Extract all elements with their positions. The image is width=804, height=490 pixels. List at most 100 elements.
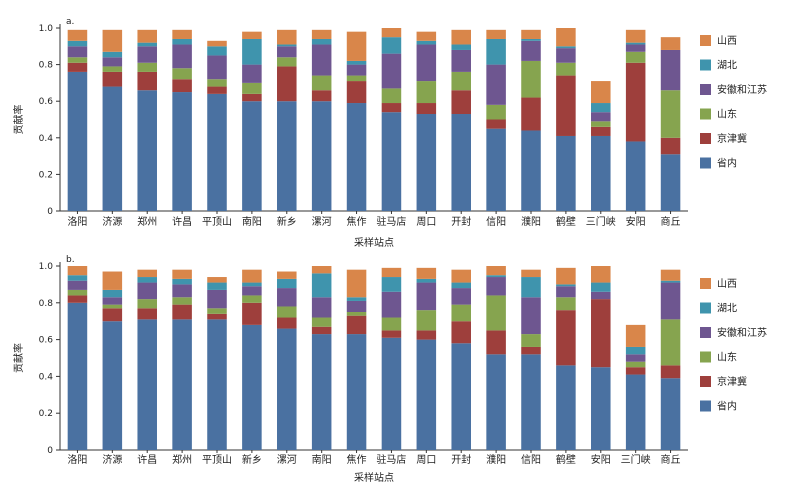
bar-segment [521, 40, 541, 61]
bar-segment [346, 60, 367, 65]
bar-segment [625, 324, 646, 347]
y-tick-label: 0.8 [39, 61, 54, 71]
x-tick-label: 南阳 [242, 215, 262, 228]
bar-segment [137, 62, 157, 72]
legend-label: 安徽和江苏 [717, 83, 767, 96]
legend-label: 京津冀 [717, 132, 747, 145]
bar-segment [416, 310, 437, 331]
bar-segment [591, 103, 611, 113]
legend-label: 山西 [717, 35, 737, 47]
bar-segment [67, 71, 88, 211]
bar-segment [67, 295, 88, 303]
bar-segment [381, 291, 402, 318]
y-tick-label: 0.8 [39, 299, 54, 309]
bar-segment [660, 269, 681, 281]
x-tick-label: 许昌 [137, 454, 157, 466]
bar-segment [137, 282, 157, 300]
bar-segment [346, 300, 367, 312]
bar-segment [242, 295, 262, 303]
bar-segment [172, 68, 192, 80]
x-tick-label: 焦作 [347, 215, 367, 228]
bar-segment [242, 324, 262, 450]
bar-segment [311, 317, 332, 327]
bar-segment [207, 308, 227, 314]
bar-segment [242, 286, 262, 296]
bar-segment [172, 319, 192, 450]
bar-segment [416, 278, 437, 283]
bar-segment [137, 71, 157, 91]
bar-segment [486, 295, 506, 331]
bar-segment [67, 266, 88, 276]
bar-segment [451, 44, 471, 50]
x-tick-label: 新乡 [277, 215, 297, 228]
bar-segment [591, 282, 611, 292]
bar-segment [521, 60, 541, 98]
bar-segment [521, 97, 541, 131]
legend-swatch [700, 35, 711, 46]
bar-segment [591, 299, 611, 368]
legend-swatch [700, 84, 711, 95]
bar-segment [346, 103, 367, 211]
legend-swatch [700, 157, 711, 169]
bar-segment [346, 269, 367, 298]
x-tick-label: 郑州 [172, 453, 192, 466]
legend-label: 湖北 [717, 303, 737, 315]
bar-segment [346, 31, 367, 61]
bar-segment [242, 31, 262, 39]
y-tick-label: 0.6 [39, 336, 54, 346]
bar-segment [137, 319, 157, 450]
bar-segment [381, 267, 402, 278]
bar-segment [591, 135, 611, 211]
bar-segment [660, 378, 681, 450]
y-axis-label: 贡献率 [12, 343, 25, 373]
bar-segment [172, 92, 192, 211]
bar-segment [591, 81, 611, 104]
x-tick-label: 安阳 [591, 453, 611, 466]
bar-segment [556, 75, 576, 136]
bar-segment [172, 297, 192, 305]
bar-segment [451, 71, 471, 91]
x-tick-label: 新乡 [242, 453, 262, 466]
bar-segment [311, 297, 332, 318]
bar-segment [277, 101, 297, 211]
bar-segment [451, 114, 471, 211]
bar-segment [102, 271, 123, 290]
bar-segment [311, 75, 332, 91]
bar-segment [521, 277, 541, 298]
bar-segment [277, 46, 297, 58]
bar-segment [486, 275, 506, 278]
bar-segment [242, 38, 262, 65]
bar-segment [102, 321, 123, 450]
bar-segment [346, 312, 367, 316]
bar-segment [102, 66, 123, 72]
bar-segment [625, 361, 646, 368]
x-axis-label: 采样站点 [354, 471, 394, 484]
bar-segment [556, 284, 576, 287]
bar-segment [660, 319, 681, 366]
bar-segment [660, 90, 681, 138]
legend-label: 安徽和江苏 [717, 326, 767, 339]
bar-segment [311, 29, 332, 39]
bar-segment [137, 42, 157, 47]
bar-segment [660, 49, 681, 91]
bar-segment [625, 44, 646, 52]
bar-segment [137, 299, 157, 309]
legend-swatch [700, 376, 711, 387]
bar-segment [242, 302, 262, 325]
legend-swatch [700, 59, 711, 71]
bar-segment [346, 64, 367, 76]
x-tick-label: 开封 [451, 215, 471, 228]
legend-swatch [700, 133, 711, 144]
bar-segment [451, 49, 471, 72]
legend-label: 山东 [717, 351, 737, 364]
bar-segment [207, 86, 227, 94]
bar-segment [102, 71, 123, 87]
bar-segment [102, 297, 123, 305]
bar-segment [137, 277, 157, 283]
bar-segment [67, 280, 88, 290]
x-tick-label: 驻马店 [376, 453, 406, 466]
legend-label: 京津冀 [717, 375, 747, 388]
bar-segment [207, 93, 227, 211]
bar-segment [311, 273, 332, 298]
